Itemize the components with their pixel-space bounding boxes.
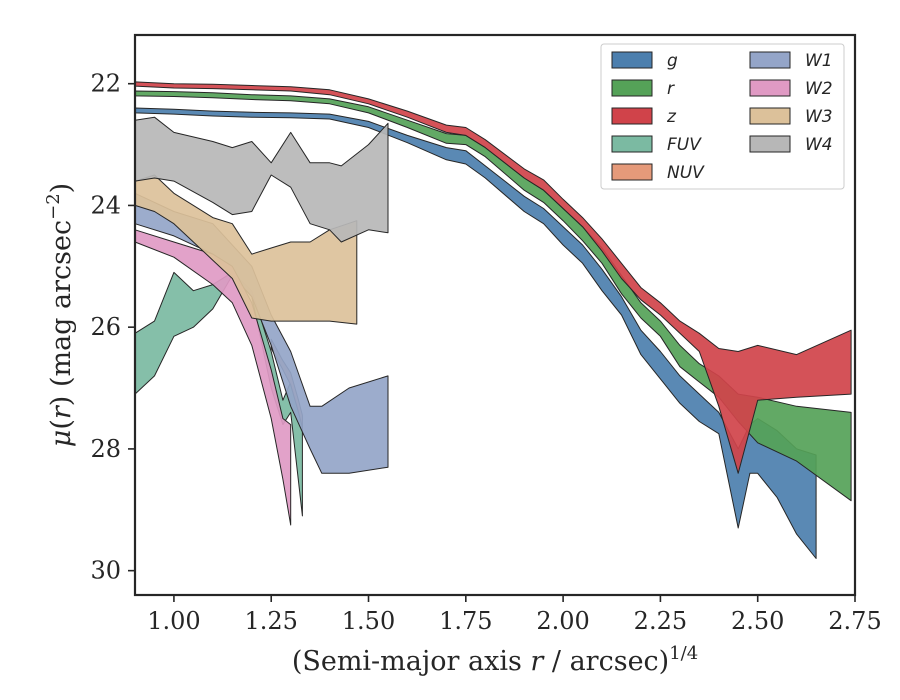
y-axis-title: μ(r) (mag arcsec−2) <box>43 183 77 447</box>
legend-swatch-fuv <box>611 135 653 153</box>
x-tick-label-2-00: 2.00 <box>536 607 589 635</box>
legend-swatch-g <box>611 51 653 69</box>
y-axis-ticks: 22 24 26 28 30 <box>90 70 135 585</box>
x-axis-title-exponent: 1/4 <box>669 643 698 664</box>
legend-label-w1: W1 <box>805 51 833 71</box>
legend-label-w2: W2 <box>805 79 833 99</box>
x-tick-label-1-25: 1.25 <box>244 607 297 635</box>
x-tick-label-2-50: 2.50 <box>731 607 784 635</box>
y-axis-title-mu: μ <box>46 430 77 448</box>
legend-swatch-w4 <box>749 135 791 153</box>
band-g <box>134 107 817 559</box>
y-tick-label-26: 26 <box>90 313 121 341</box>
band-w4 <box>134 116 389 243</box>
band-z <box>134 81 852 474</box>
x-tick-label-1-50: 1.50 <box>342 607 395 635</box>
y-tick-label-28: 28 <box>90 435 121 463</box>
legend-label-r: r <box>667 79 675 99</box>
x-tick-label-1-75: 1.75 <box>439 607 492 635</box>
x-tick-label-1-00: 1.00 <box>147 607 200 635</box>
y-tick-label-24: 24 <box>90 191 121 219</box>
band-layer <box>134 81 852 559</box>
x-axis-title-post: / arcsec) <box>543 646 669 677</box>
y-axis-title-var: r <box>46 404 77 419</box>
y-tick-label-30: 30 <box>90 557 121 585</box>
legend-swatch-w2 <box>749 79 791 97</box>
legend-swatch-r <box>611 79 653 97</box>
y-axis-title-end: ) <box>46 183 77 194</box>
y-tick-label-22: 22 <box>90 70 121 98</box>
legend: grz FUV NUV W1 W2 W3 W4 <box>600 43 845 190</box>
legend-swatch-z <box>611 107 653 125</box>
y-axis-title-exponent: −2 <box>43 193 64 220</box>
legend-items: grz FUV NUV W1 W2 W3 W4 <box>611 51 833 183</box>
x-tick-label-2-75: 2.75 <box>828 607 881 635</box>
legend-swatch-nuv <box>611 163 653 181</box>
legend-swatch-w3 <box>749 107 791 125</box>
x-axis-title: (Semi-major axis r / arcsec)1/4 <box>292 643 698 677</box>
y-axis-title-open: ( <box>46 419 77 430</box>
legend-label-fuv: FUV <box>667 135 702 155</box>
legend-label-w4: W4 <box>805 135 833 155</box>
legend-label-w3: W3 <box>805 107 833 127</box>
legend-label-z: z <box>666 107 677 127</box>
band-w3 <box>134 174 358 325</box>
x-axis-ticks: 1.00 1.25 1.50 1.75 2.00 2.25 2.50 2.75 <box>147 595 882 635</box>
x-axis-title-pre: (Semi-major axis <box>292 646 531 677</box>
x-axis-title-var: r <box>530 646 545 677</box>
y-axis-title-units: (mag arcsec <box>46 220 77 396</box>
legend-swatch-w1 <box>749 51 791 69</box>
y-axis-title-close: ) <box>46 396 77 407</box>
plot-frame <box>133 33 857 597</box>
legend-label-g: g <box>667 51 678 71</box>
x-tick-label-2-25: 2.25 <box>634 607 687 635</box>
legend-label-nuv: NUV <box>667 163 705 183</box>
